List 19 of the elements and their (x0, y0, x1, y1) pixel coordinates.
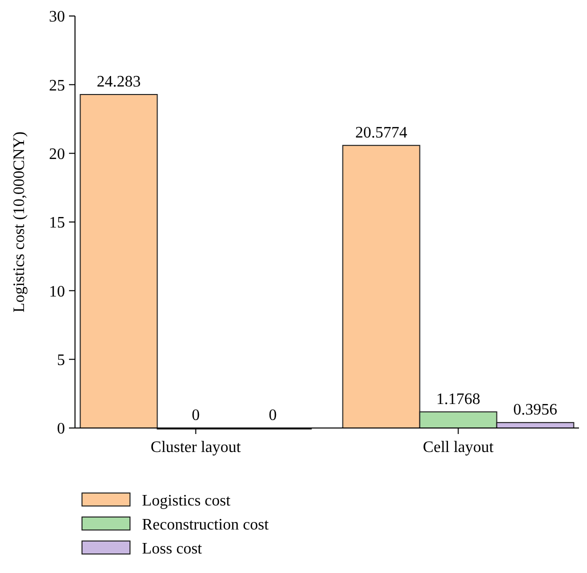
data-label: 0.3956 (513, 402, 558, 419)
legend-label: Reconstruction cost (142, 516, 270, 534)
x-tick-label: Cell layout (422, 439, 494, 456)
y-tick-label: 25 (49, 77, 65, 94)
y-tick-label: 15 (49, 214, 65, 232)
data-label: 1.1768 (436, 390, 480, 408)
y-tick-label: 0 (57, 420, 65, 438)
data-label: 20.5774 (355, 124, 408, 142)
data-label: 0 (268, 407, 277, 424)
data-label: 0 (192, 407, 200, 424)
y-tick-label: 30 (49, 8, 65, 26)
legend-label: Logistics cost (142, 492, 231, 510)
x-tick-label: Cluster layout (150, 439, 242, 456)
y-axis-title: Logistics cost (10,000CNY) (11, 132, 28, 312)
y-tick-label: 10 (49, 283, 65, 300)
legend-label: Loss cost (142, 540, 203, 558)
data-label: 24.283 (96, 74, 141, 91)
y-tick-label: 20 (49, 146, 65, 163)
y-tick-label: 5 (57, 352, 65, 369)
